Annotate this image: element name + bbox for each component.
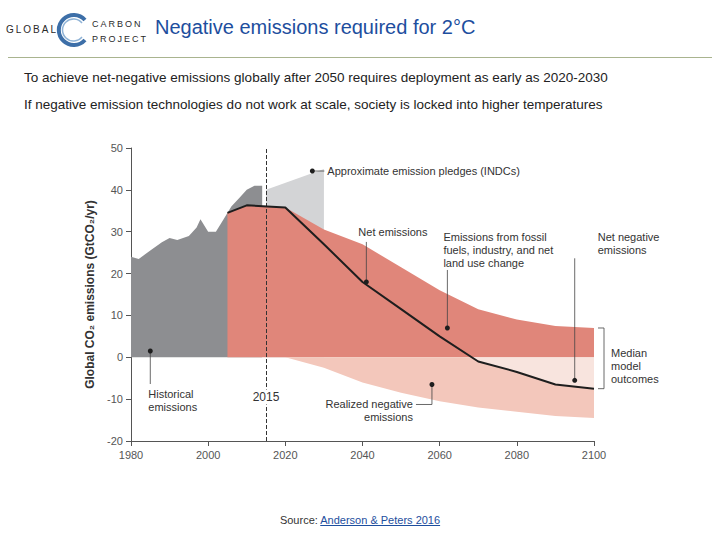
svg-text:emissions: emissions bbox=[364, 411, 413, 423]
svg-text:Emissions from fossil: Emissions from fossil bbox=[443, 231, 546, 243]
html-text:GLOBAL: GLOBAL bbox=[6, 24, 58, 35]
svg-text:land use change: land use change bbox=[443, 257, 524, 269]
svg-text:2100: 2100 bbox=[582, 449, 606, 461]
svg-text:20: 20 bbox=[111, 268, 123, 280]
svg-text:Global CO₂ emissions (GtCO₂/yr: Global CO₂ emissions (GtCO₂/yr) bbox=[83, 200, 97, 389]
svg-text:-20: -20 bbox=[107, 435, 123, 447]
svg-text:2060: 2060 bbox=[427, 449, 451, 461]
svg-text:2040: 2040 bbox=[350, 449, 374, 461]
svg-text:Median: Median bbox=[611, 347, 647, 359]
svg-text:emissions: emissions bbox=[598, 244, 647, 256]
svg-text:emissions: emissions bbox=[148, 401, 197, 413]
html-text:To achieve net-negative emissi: To achieve net-negative emissions global… bbox=[24, 70, 608, 85]
svg-text:30: 30 bbox=[111, 226, 123, 238]
svg-text:Net negative: Net negative bbox=[598, 231, 660, 243]
html-text:Negative emissions required fo: Negative emissions required for 2°C bbox=[155, 16, 476, 38]
html-text:PROJECT: PROJECT bbox=[92, 34, 148, 44]
svg-text:0: 0 bbox=[117, 351, 123, 363]
html-text:Source: Anderson & Peters 2016: Source: Anderson & Peters 2016 bbox=[279, 514, 441, 526]
svg-text:Approximate emission pledges (: Approximate emission pledges (INDCs) bbox=[327, 165, 520, 177]
svg-text:10: 10 bbox=[111, 309, 123, 321]
svg-text:outcomes: outcomes bbox=[611, 373, 659, 385]
svg-text:model: model bbox=[611, 360, 641, 372]
svg-text:-10: -10 bbox=[107, 393, 123, 405]
svg-text:2015: 2015 bbox=[253, 390, 280, 404]
svg-text:50: 50 bbox=[111, 142, 123, 154]
svg-text:1980: 1980 bbox=[119, 449, 143, 461]
svg-text:2020: 2020 bbox=[273, 449, 297, 461]
html-text:CARBON: CARBON bbox=[92, 19, 143, 29]
svg-text:Net emissions: Net emissions bbox=[358, 226, 428, 238]
svg-text:Historical: Historical bbox=[148, 388, 193, 400]
svg-text:40: 40 bbox=[111, 184, 123, 196]
svg-text:2000: 2000 bbox=[196, 449, 220, 461]
svg-text:Realized negative: Realized negative bbox=[325, 398, 412, 410]
svg-text:2080: 2080 bbox=[505, 449, 529, 461]
html-text:If negative emission technolog: If negative emission technologies do not… bbox=[24, 97, 603, 112]
svg-text:fuels, industry, and net: fuels, industry, and net bbox=[443, 244, 553, 256]
